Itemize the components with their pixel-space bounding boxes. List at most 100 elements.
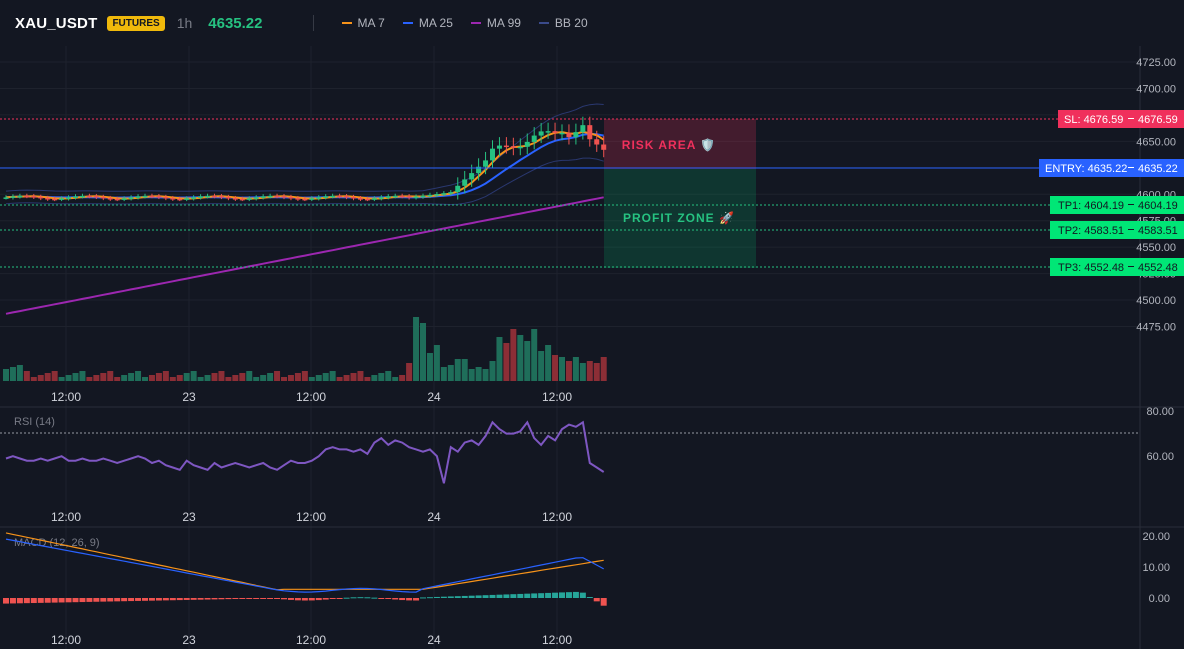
candle-body <box>267 195 273 198</box>
volume-bar <box>503 343 510 381</box>
macd-hist-bar <box>86 598 93 602</box>
tp3-tag-label: TP3: 4552.48 <box>1058 262 1124 274</box>
volume-bar <box>343 375 350 381</box>
volume-bar <box>65 375 72 381</box>
candle-body <box>566 132 572 138</box>
macd-hist-bar <box>329 598 336 599</box>
time-tick: 12:00 <box>51 633 81 647</box>
candle-body <box>295 198 301 200</box>
volume-bar <box>378 373 385 381</box>
macd-hist-bar <box>294 598 301 601</box>
macd-hist-bar <box>51 598 58 603</box>
time-tick: 24 <box>427 390 441 404</box>
tp1-tag[interactable]: TP1: 4604.19 4604.19 <box>1050 196 1184 214</box>
candle-body <box>24 195 30 198</box>
candle-body <box>483 160 489 167</box>
profit-zone[interactable] <box>604 169 756 268</box>
ma99-line <box>5 196 604 315</box>
volume-bar <box>260 375 267 381</box>
volume-bar <box>44 373 51 381</box>
legend-ma25[interactable]: MA 25 <box>402 16 453 30</box>
macd-hist-bar <box>121 598 128 602</box>
tp2-tag[interactable]: TP2: 4583.51 4583.51 <box>1050 221 1184 239</box>
price-tick: 4700.00 <box>1136 83 1176 95</box>
macd-hist-bar <box>176 598 183 601</box>
macd-hist-bar <box>503 594 510 598</box>
macd-hist-bar <box>197 598 204 600</box>
macd-hist-bar <box>350 597 357 599</box>
macd-hist-bar <box>364 597 371 599</box>
volume-bar <box>315 375 322 381</box>
volume-bar <box>3 369 9 381</box>
macd-hist-bar <box>378 598 385 599</box>
price-tick: 4650.00 <box>1136 136 1176 148</box>
volume-bar <box>406 363 413 381</box>
macd-axis[interactable]: 20.00 10.00 0.00 <box>1142 531 1170 605</box>
tp3-tag[interactable]: TP3: 4552.48 4552.48 <box>1050 258 1184 276</box>
time-tick: 24 <box>427 633 441 647</box>
volume-bar <box>413 317 420 381</box>
macd-hist-bar <box>371 597 378 599</box>
price-tick: 4500.00 <box>1136 295 1176 307</box>
time-tick: 12:00 <box>542 390 572 404</box>
candle-body <box>351 197 356 199</box>
macd-hist-bar <box>468 595 475 598</box>
macd-hist-bar <box>579 592 586 598</box>
macd-hist-bar <box>260 598 267 599</box>
sl-tag-label: SL: 4676.59 <box>1064 114 1123 126</box>
macd-hist-bar <box>155 598 162 601</box>
macd-hist-bar <box>9 598 16 604</box>
price-tick: 4725.00 <box>1136 57 1176 69</box>
candle-body <box>177 198 183 201</box>
macd-hist-bar <box>169 598 176 601</box>
candle-body <box>490 148 495 161</box>
macd-hist-bar <box>426 597 433 599</box>
volume-bar <box>433 345 440 381</box>
macd-hist-bar <box>461 595 468 598</box>
macd-hist-bar <box>44 598 51 603</box>
time-axis[interactable]: 12:00 23 12:00 24 12:00 12:00 23 12:00 24 12:00 12… <box>51 390 572 647</box>
volume-bar <box>468 369 475 381</box>
rsi-axis[interactable]: 80.00 60.00 <box>1146 406 1174 463</box>
legend-ma99[interactable]: MA 99 <box>470 16 521 30</box>
volume-bar <box>322 373 329 381</box>
volume-bar <box>440 367 447 381</box>
volume-bar <box>30 377 37 381</box>
time-tick: 12:00 <box>51 390 81 404</box>
macd-hist-bar <box>510 594 517 598</box>
volume-bar <box>517 335 524 381</box>
candle-body <box>79 195 85 198</box>
macd-hist-bar <box>524 593 531 598</box>
macd-hist-bar <box>23 598 30 604</box>
macd-line <box>5 538 604 593</box>
macd-hist-bar <box>274 598 281 599</box>
candle-body <box>510 146 516 148</box>
macd-hist-bar <box>218 598 225 600</box>
price-axis[interactable]: 4725.004700.004675.004650.004625.004600.… <box>1136 57 1176 334</box>
candle-body <box>427 194 433 197</box>
volume-bar <box>454 359 461 381</box>
entry-tag[interactable]: ENTRY: 4635.22 4635.22 <box>1039 159 1184 177</box>
legend-bb20[interactable]: BB 20 <box>538 16 588 30</box>
symbol-name[interactable]: XAU_USDT <box>15 14 98 32</box>
volume-bar <box>267 373 274 381</box>
risk-area-zone[interactable] <box>604 119 756 169</box>
candle-body <box>52 198 58 201</box>
macd-hist-bar <box>16 598 23 604</box>
volume-bar <box>371 375 378 381</box>
candle-body <box>31 196 37 198</box>
volume-bar <box>51 371 58 381</box>
sl-tag[interactable]: SL: 4676.59 4676.59 <box>1058 110 1184 128</box>
macd-hist-bar <box>183 598 190 600</box>
time-tick: 23 <box>182 390 196 404</box>
rsi-label[interactable]: RSI (14) <box>14 416 55 428</box>
timeframe-label[interactable]: 1h <box>176 15 193 31</box>
legend-ma7[interactable]: MA 7 <box>341 16 385 30</box>
volume-bar <box>475 367 482 381</box>
risk-area-label: RISK AREA 🛡️ <box>622 138 716 152</box>
time-tick: 12:00 <box>296 390 326 404</box>
volume-bar <box>148 375 155 381</box>
macd-hist-bar <box>225 598 232 600</box>
macd-hist-bar <box>343 597 350 599</box>
